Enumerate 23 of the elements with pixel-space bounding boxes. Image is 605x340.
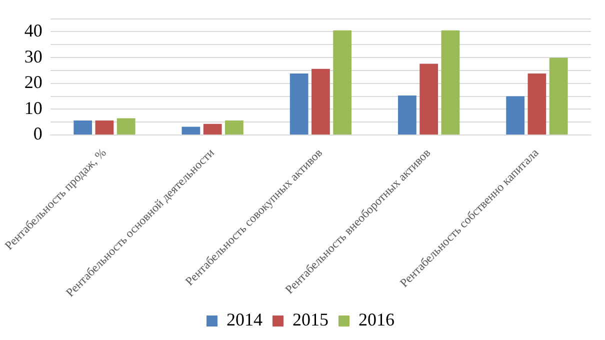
bar [312,68,330,134]
bar [290,74,308,134]
bar [116,118,136,134]
y-tick-label: 20 [24,72,42,92]
legend-label: 2015 [292,310,328,330]
bar [225,120,244,134]
legend-label: 2014 [226,310,262,330]
bar [549,58,568,134]
bar [420,64,438,134]
bar [333,30,352,134]
bar [528,74,546,134]
bar [506,96,525,134]
legend-label: 2016 [358,310,394,330]
bar [203,124,222,134]
y-tick-label: 40 [24,20,42,40]
bar [74,120,92,134]
bar [441,30,460,134]
y-tick-label: 0 [33,124,42,144]
y-tick-label: 30 [24,46,42,66]
y-tick-label: 10 [24,98,42,118]
bar [95,120,114,134]
bar [398,95,416,134]
bar [182,126,200,134]
